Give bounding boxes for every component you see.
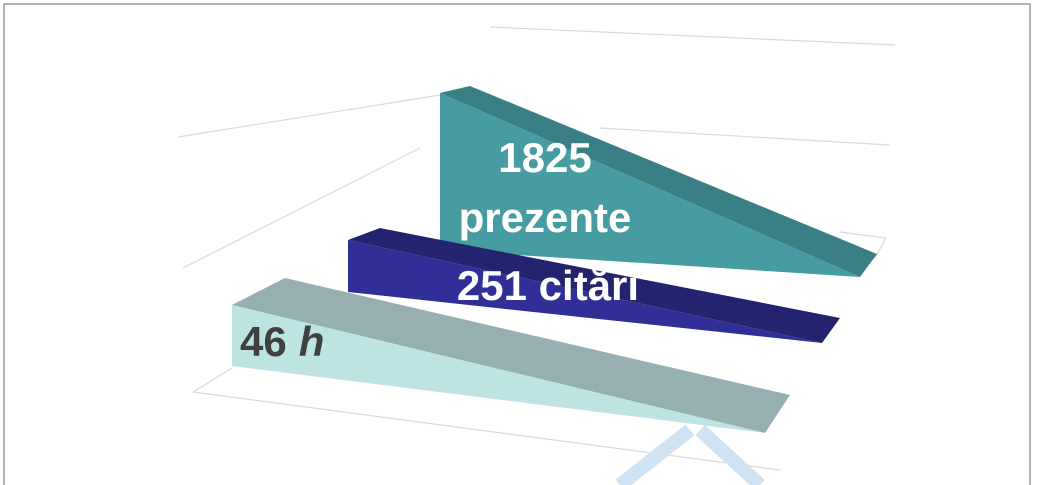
light-wedge [232,278,790,433]
third-unit: h [299,318,325,365]
first-unit: prezente [459,194,632,241]
gridlines [177,26,896,471]
teal-wedge [440,86,877,277]
navy-wedge [348,228,840,343]
third-label: 46 h [240,318,324,365]
background-shape [615,424,765,485]
first-value: 1825 [498,134,591,181]
second-value: 251 citări [457,262,639,309]
third-value: 46 [240,318,287,365]
